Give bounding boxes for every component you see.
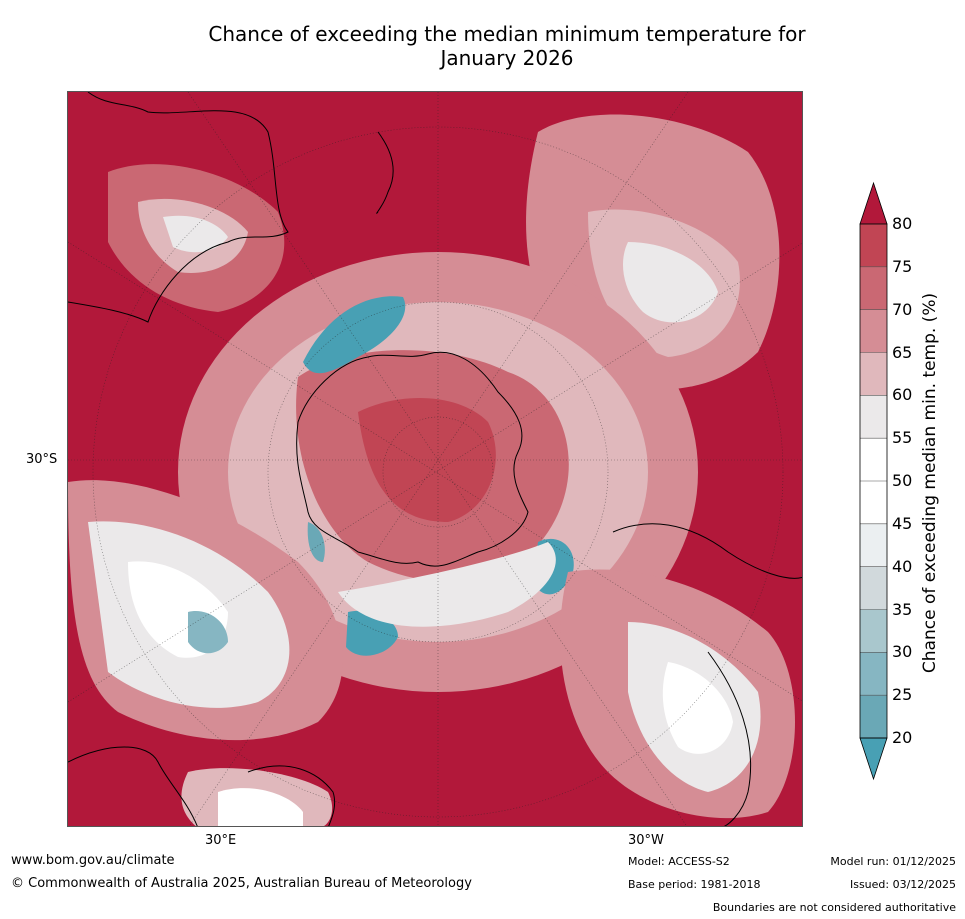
colorbar-title-text: Chance of exceeding median min. temp. (%…	[920, 292, 940, 674]
australia-region-patches	[108, 164, 285, 312]
colorbar-tick-label: 50	[892, 471, 913, 490]
colorbar-band	[860, 266, 887, 310]
colorbar-band	[860, 652, 887, 696]
colorbar	[855, 180, 965, 790]
colorbar-tick-label: 20	[892, 728, 913, 747]
colorbar-svg	[859, 181, 888, 781]
colorbar-bottom-arrow	[859, 737, 888, 781]
colorbar-tick-label: 80	[892, 214, 913, 233]
footer-model: Model: ACCESS-S2	[628, 855, 730, 868]
title-line-2: January 2026	[440, 46, 574, 70]
colorbar-tick-label: 75	[892, 256, 913, 276]
footer-issued: Issued: 03/12/2025	[849, 878, 956, 891]
footer-copyright: © Commonwealth of Australia 2025, Austra…	[11, 876, 472, 891]
colorbar-band	[860, 481, 887, 524]
footer-website[interactable]: www.bom.gov.au/climate	[11, 853, 175, 868]
colorbar-tick-label: 35	[892, 599, 913, 619]
colorbar-top-arrow	[859, 181, 888, 225]
colorbar-band	[860, 438, 887, 481]
footer-model-run: Model run: 01/12/2025	[830, 855, 956, 868]
colorbar-tick-label: 45	[892, 513, 913, 533]
colorbar-tick-label: 30	[892, 642, 913, 662]
colorbar-tick-label: 65	[892, 342, 913, 362]
colorbar-tick-label: 55	[892, 428, 913, 448]
coastlines	[68, 92, 802, 826]
colorbar-band	[860, 352, 887, 396]
southeast-anomaly-patches	[560, 569, 795, 819]
colorbar-band	[860, 609, 887, 653]
colorbar-tick-label: 40	[892, 556, 913, 576]
footer-disclaimer: Boundaries are not considered authoritat…	[712, 901, 956, 914]
colorbar-band	[860, 395, 887, 439]
title-line-1: Chance of exceeding the median minimum t…	[208, 22, 806, 46]
colorbar-tick-label: 70	[892, 299, 913, 319]
lon-label-30w: 30°W	[628, 833, 664, 848]
graticule	[68, 92, 802, 826]
colorbar-band	[860, 566, 887, 610]
lon-label-30e: 30°E	[205, 833, 237, 848]
southwest-anomaly-patches	[68, 480, 343, 741]
colorbar-frame	[859, 223, 888, 739]
colorbar-band	[860, 523, 887, 567]
colorbar-band	[860, 309, 887, 353]
colorbar-tick-label: 25	[892, 685, 913, 705]
colorbar-band	[860, 695, 887, 738]
lat-label-30s: 30°S	[26, 452, 58, 467]
colorbar-tick-label: 60	[892, 385, 913, 405]
polar-map	[67, 91, 803, 827]
chart-title: Chance of exceeding the median minimum t…	[0, 22, 965, 70]
map-svg	[68, 92, 802, 826]
colorbar-band	[860, 224, 887, 267]
footer-base-period: Base period: 1981-2018	[628, 878, 761, 891]
